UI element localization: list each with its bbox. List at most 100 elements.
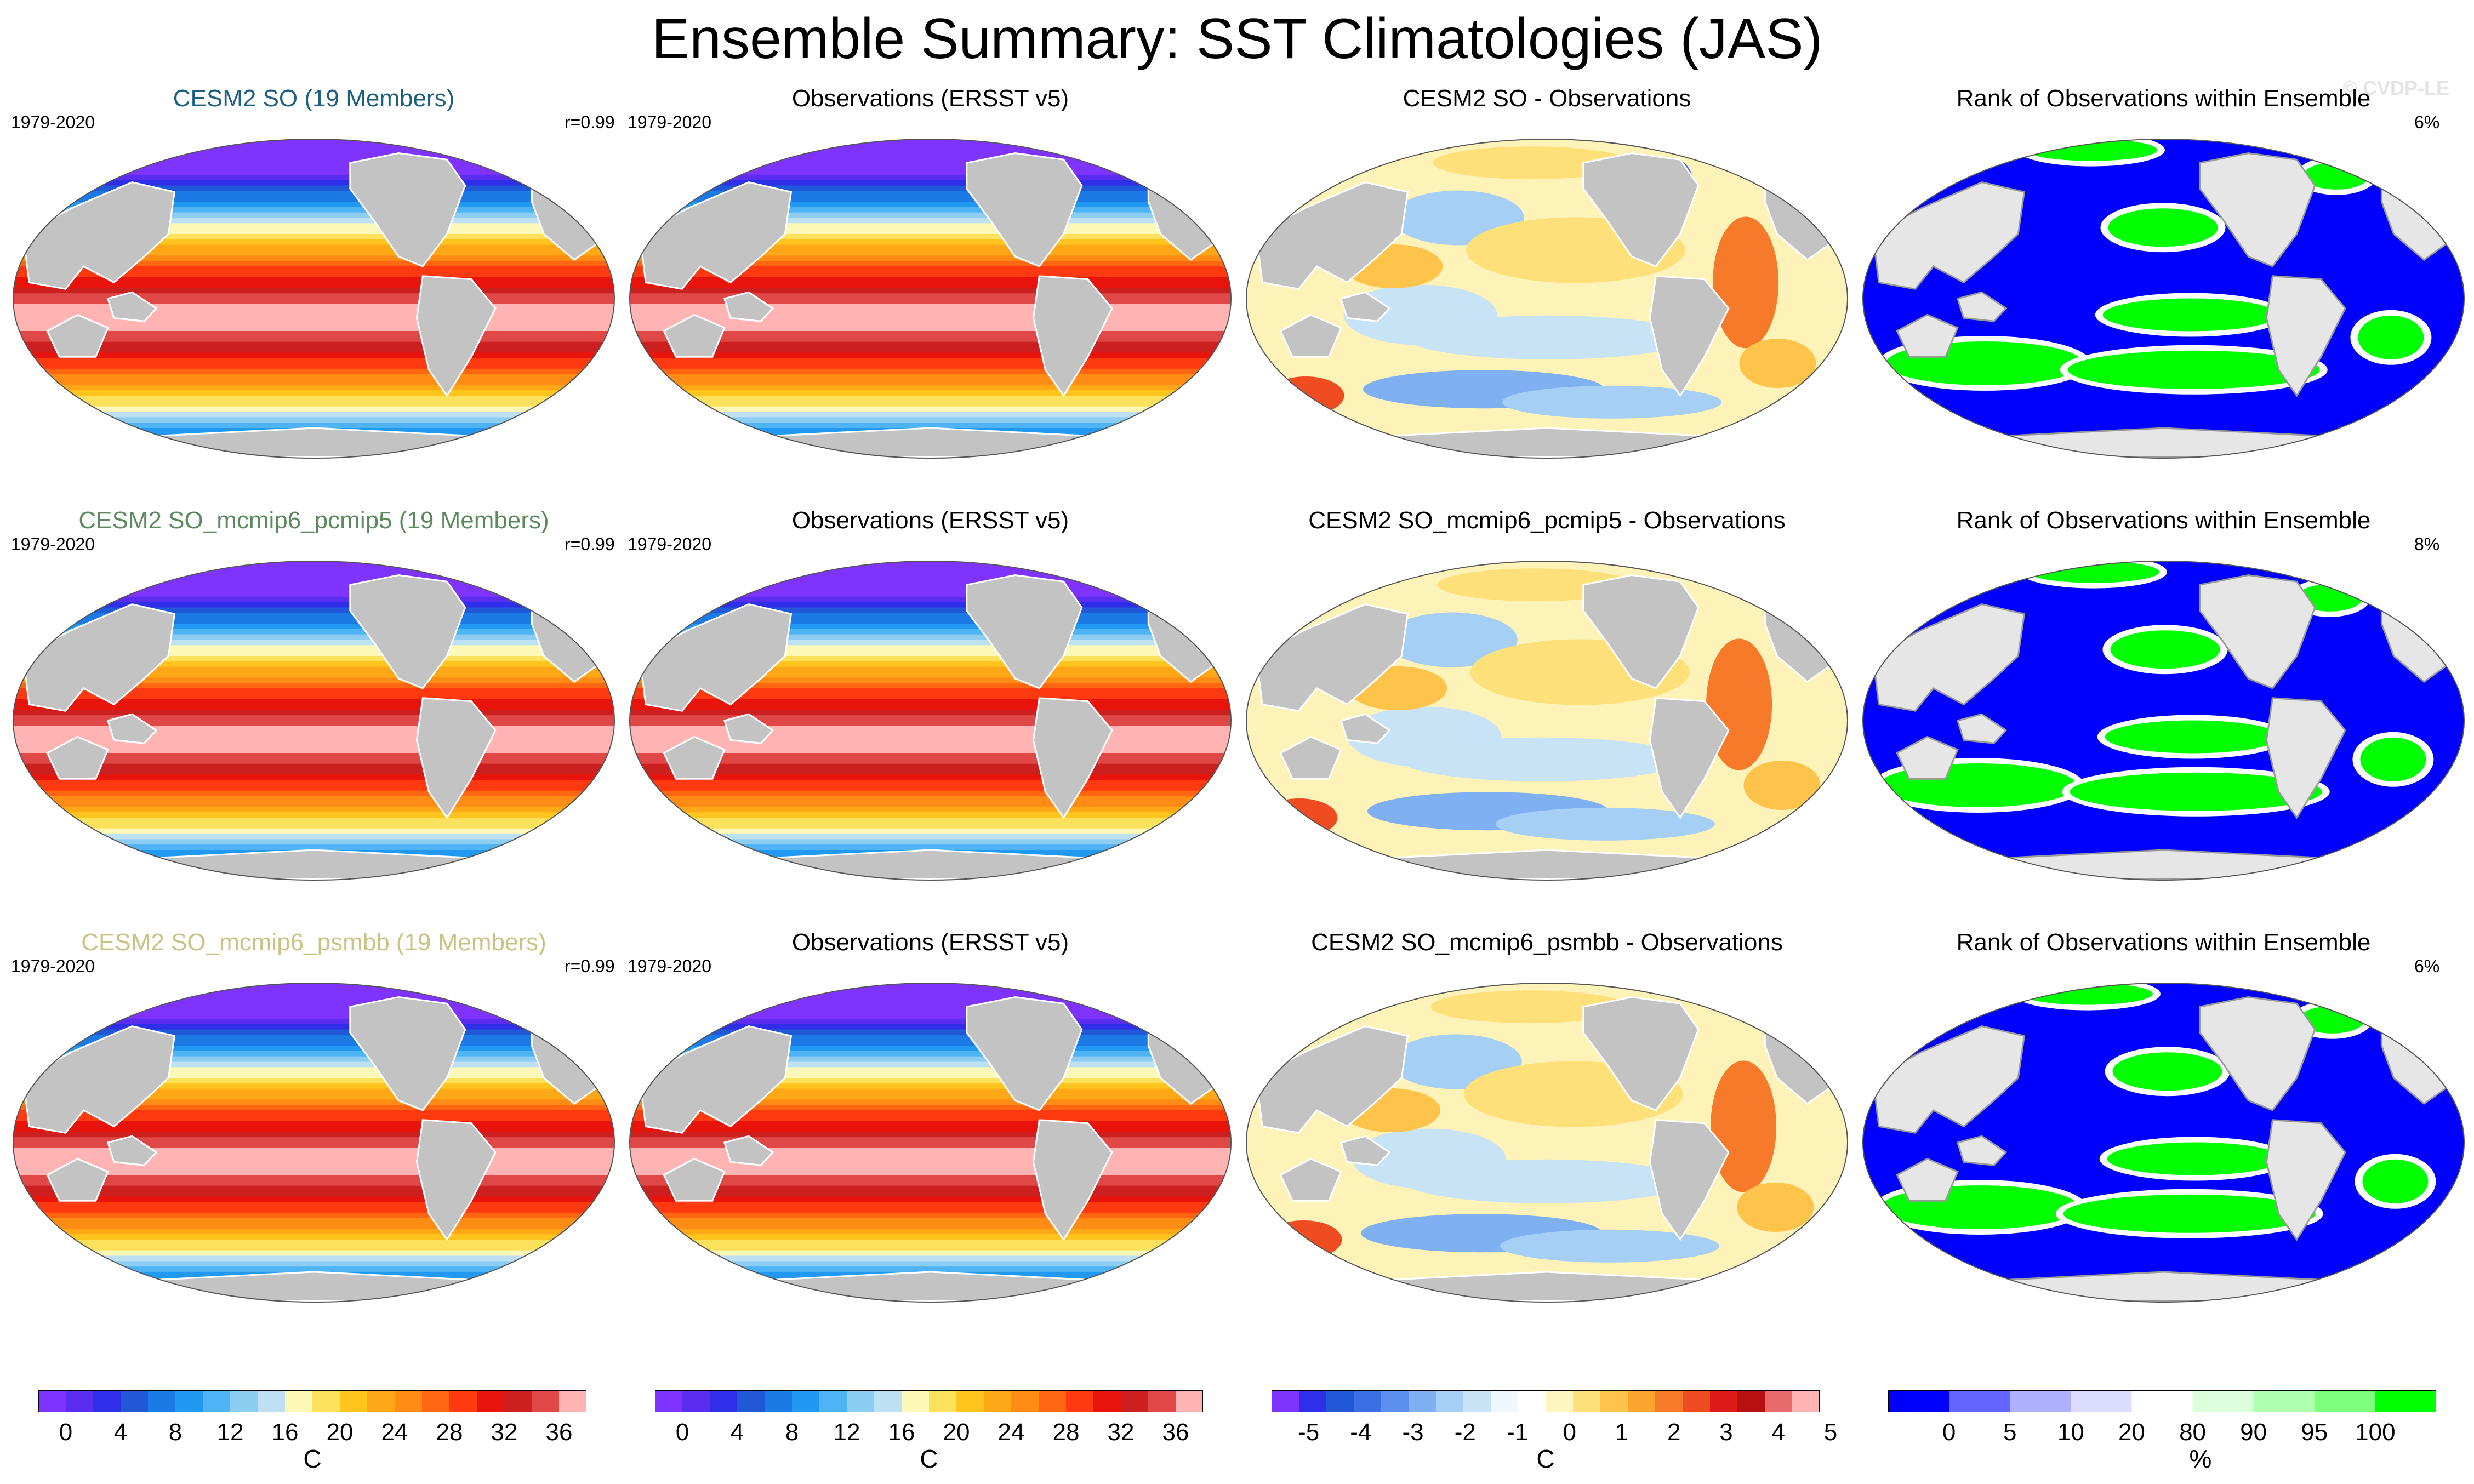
colorbar-3-swatch <box>1600 1390 1628 1412</box>
years-label-r1-model: 1979-2020 <box>11 112 95 132</box>
map-r1-diff <box>1246 139 1848 459</box>
colorbar-4-swatch <box>1888 1390 1949 1412</box>
colorbar-3 <box>1272 1390 1820 1412</box>
colorbar-3-tick: 2 <box>1667 1419 1681 1446</box>
colorbar-1-swatch <box>93 1390 121 1412</box>
colorbar-4-tick: 90 <box>2240 1419 2267 1446</box>
colorbar-2-tick: 0 <box>675 1419 689 1446</box>
colorbar-3-swatch <box>1326 1390 1354 1412</box>
map-r3-obs <box>629 983 1232 1303</box>
colorbar-3-swatch <box>1683 1390 1711 1412</box>
colorbar-2-swatch <box>1148 1390 1176 1412</box>
map-r1-model <box>13 139 615 459</box>
panel-title-r3-diff: CESM2 SO_mcmip6_psmbb - Observations <box>1311 929 1783 956</box>
stat-label-r2-model: r=0.99 <box>565 534 615 554</box>
colorbar-1-tick: 8 <box>168 1419 183 1446</box>
colorbar-2-swatch <box>682 1390 710 1412</box>
colorbar-2-unit: C <box>920 1445 938 1473</box>
colorbar-3-swatch <box>1573 1390 1601 1412</box>
colorbar-1-swatch <box>285 1390 313 1412</box>
colorbar-1-swatch <box>504 1390 532 1412</box>
colorbar-3-swatch <box>1792 1390 1820 1412</box>
colorbar-2-tick: 16 <box>888 1419 915 1446</box>
colorbar-2-swatch <box>874 1390 902 1412</box>
colorbar-4-tick: 0 <box>1942 1419 1956 1446</box>
colorbar-2-tick: 12 <box>833 1419 860 1446</box>
colorbar-2-swatch <box>1011 1390 1039 1412</box>
colorbar-3-swatch <box>1272 1390 1299 1412</box>
colorbar-3-swatch <box>1546 1390 1574 1412</box>
colorbar-4-tick: 20 <box>2118 1419 2145 1446</box>
colorbar-1-tick: 0 <box>59 1419 73 1446</box>
colorbar-2-swatch <box>737 1390 765 1412</box>
colorbar-2-swatch <box>847 1390 875 1412</box>
colorbar-1-swatch <box>559 1390 586 1412</box>
colorbar-1-swatch <box>532 1390 560 1412</box>
colorbar-2-swatch <box>655 1390 683 1412</box>
colorbar-3-swatch <box>1628 1390 1656 1412</box>
colorbar-4-tick: 95 <box>2301 1419 2328 1446</box>
stat-label-r2-rank: 8% <box>2414 534 2440 554</box>
colorbar-3-swatch <box>1299 1390 1327 1412</box>
map-r2-diff <box>1246 561 1848 881</box>
stat-label-r1-model: r=0.99 <box>565 112 615 132</box>
map-r3-rank <box>1862 983 2465 1303</box>
panel-title-r1-obs: Observations (ERSST v5) <box>791 85 1069 112</box>
map-r2-model <box>13 561 615 881</box>
colorbar-4-swatch <box>2010 1390 2071 1412</box>
colorbar-3-swatch <box>1354 1390 1382 1412</box>
panel-title-r3-obs: Observations (ERSST v5) <box>791 929 1069 956</box>
colorbar-4-swatch <box>2131 1390 2193 1412</box>
panel-title-r2-model: CESM2 SO_mcmip6_pcmip5 (19 Members) <box>78 507 549 534</box>
stat-label-r3-model: r=0.99 <box>565 956 615 976</box>
colorbar-2-swatch <box>765 1390 793 1412</box>
colorbar-1-tick: 32 <box>491 1419 518 1446</box>
colorbar-1-swatch <box>367 1390 395 1412</box>
panel-title-r2-diff: CESM2 SO_mcmip6_pcmip5 - Observations <box>1308 507 1786 534</box>
colorbar-3-swatch <box>1737 1390 1765 1412</box>
stat-label-r1-rank: 6% <box>2414 112 2440 132</box>
colorbar-2-tick: 8 <box>785 1419 799 1446</box>
colorbar-1-swatch <box>121 1390 149 1412</box>
colorbar-2-swatch <box>984 1390 1012 1412</box>
figure-title: Ensemble Summary: SST Climatologies (JAS… <box>651 7 1823 71</box>
colorbar-4-swatch <box>2071 1390 2132 1412</box>
colorbar-3-tick: -3 <box>1402 1419 1424 1446</box>
colorbar-4-swatch <box>2192 1390 2254 1412</box>
colorbar-1-swatch <box>312 1390 340 1412</box>
colorbar-2-tick: 20 <box>943 1419 970 1446</box>
watermark: © CVDP-LE <box>2342 77 2449 99</box>
colorbar-1-swatch <box>477 1390 505 1412</box>
map-r2-obs <box>629 561 1232 881</box>
colorbar-1-swatch <box>148 1390 176 1412</box>
map-r1-obs <box>629 139 1232 459</box>
colorbar-3-tick: -2 <box>1454 1419 1476 1446</box>
colorbar-4-unit: % <box>2189 1445 2212 1473</box>
colorbar-2-swatch <box>710 1390 738 1412</box>
colorbar-1-tick: 4 <box>113 1419 128 1446</box>
colorbar-2-swatch <box>929 1390 957 1412</box>
years-label-r1-obs: 1979-2020 <box>628 112 712 132</box>
colorbar-2-swatch <box>956 1390 984 1412</box>
map-r2-rank <box>1862 561 2465 881</box>
colorbar-2-tick: 36 <box>1162 1419 1189 1446</box>
colorbar-3-swatch <box>1436 1390 1464 1412</box>
colorbar-4-swatch <box>2314 1390 2376 1412</box>
colorbar-1-swatch <box>258 1390 286 1412</box>
colorbar-3-swatch <box>1518 1390 1546 1412</box>
colorbar-3-swatch <box>1409 1390 1436 1412</box>
colorbar-2-swatch <box>1039 1390 1067 1412</box>
colorbar-3-swatch <box>1463 1390 1491 1412</box>
colorbar-1-swatch <box>340 1390 368 1412</box>
years-label-r3-model: 1979-2020 <box>11 956 95 976</box>
colorbar-4-tick: 100 <box>2355 1419 2396 1446</box>
colorbar-1-swatch <box>203 1390 231 1412</box>
colorbar-3-swatch <box>1765 1390 1793 1412</box>
colorbar-2-swatch <box>902 1390 930 1412</box>
colorbar-3-tick: -5 <box>1298 1419 1320 1446</box>
colorbar-3-tick: -1 <box>1507 1419 1529 1446</box>
colorbar-2-swatch <box>1121 1390 1149 1412</box>
colorbar-1-swatch <box>395 1390 423 1412</box>
years-label-r3-obs: 1979-2020 <box>628 956 712 976</box>
colorbar-2-swatch <box>1176 1390 1203 1412</box>
